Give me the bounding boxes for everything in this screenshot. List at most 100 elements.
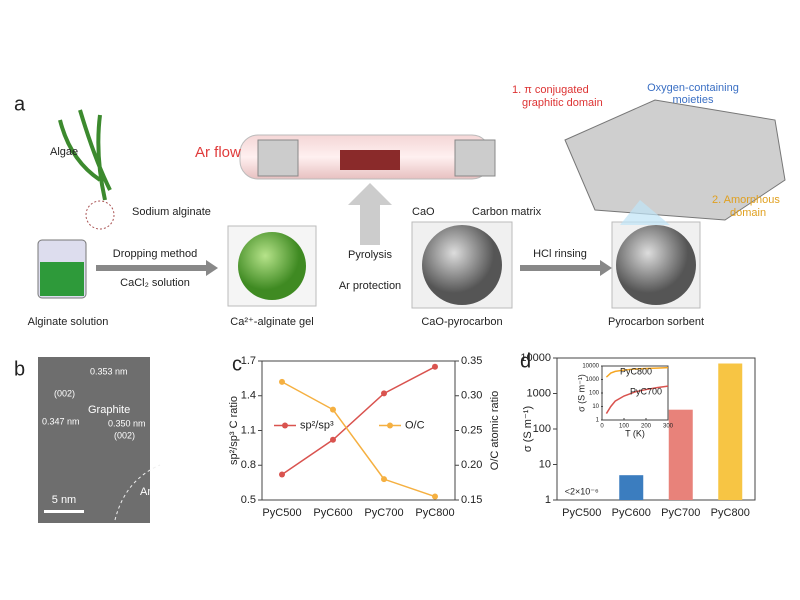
y2-axis-label: O/C atomic ratio xyxy=(489,391,501,470)
label: 0.347 nm xyxy=(42,416,80,426)
tube-cap xyxy=(454,139,496,177)
y-tick-label: 1.1 xyxy=(241,424,256,436)
label: CaO xyxy=(412,206,435,218)
label: 5 nm xyxy=(52,494,76,506)
y-tick-label: 0.25 xyxy=(461,424,482,436)
x-tick-label: PyC600 xyxy=(612,507,651,519)
x-axis-label: T (K) xyxy=(625,428,645,438)
y-tick-label: 0.5 xyxy=(241,494,256,506)
x-tick-label: PyC700 xyxy=(364,507,403,519)
label: 2. Amorphous xyxy=(712,194,780,206)
label: graphitic domain xyxy=(522,97,603,109)
gel-bead xyxy=(238,232,306,300)
x-tick-label: PyC700 xyxy=(661,507,700,519)
y-tick-label: 10000 xyxy=(520,352,551,364)
label: CaCl₂ solution xyxy=(120,277,190,289)
graphene-sheet xyxy=(564,99,786,221)
x-tick-label: PyC800 xyxy=(711,507,750,519)
series-line xyxy=(281,381,436,498)
panel-label: c xyxy=(232,353,242,375)
sorbent-sphere xyxy=(616,225,696,305)
label: Graphite xyxy=(88,404,130,416)
point xyxy=(381,390,387,397)
legend-label: sp²/sp³ xyxy=(300,419,334,431)
algae-icon xyxy=(58,109,112,201)
label: Alginate solution xyxy=(28,316,109,328)
label: Ca²⁺-alginate gel xyxy=(230,316,313,328)
y-tick-label: 0.30 xyxy=(461,390,482,402)
panel-label: d xyxy=(520,350,531,372)
y-tick-label: 1000 xyxy=(527,387,551,399)
legend-label: O/C xyxy=(405,419,425,431)
molecule-icon xyxy=(85,200,115,230)
panel-a: a Algae Sodium alginate Alginate solutio… xyxy=(14,82,786,328)
boat xyxy=(340,150,400,170)
bar xyxy=(619,475,644,500)
x-tick-label: PyC500 xyxy=(562,507,601,519)
y-tick-label: 10000 xyxy=(582,364,599,370)
bar xyxy=(668,409,693,500)
y-tick-label: 100 xyxy=(589,391,600,397)
label: Dropping method xyxy=(113,248,197,260)
y-axis-label: σ (S m⁻¹) xyxy=(522,406,534,452)
bar xyxy=(718,363,743,500)
point xyxy=(330,406,336,413)
y-tick-label: 0.8 xyxy=(241,459,256,471)
label: Amorphous xyxy=(140,486,197,498)
y-tick-label: 1.7 xyxy=(241,355,256,367)
label: Sodium alginate xyxy=(132,206,211,218)
y-axis-label: σ (S m⁻¹) xyxy=(576,374,586,412)
series-label: PyC700 xyxy=(630,386,662,396)
pyrocarbon-sphere xyxy=(422,225,502,305)
y-tick-label: 0.15 xyxy=(461,494,482,506)
label: Algae xyxy=(50,146,78,158)
arrowhead xyxy=(600,260,612,276)
x-tick-label: PyC800 xyxy=(415,507,454,519)
zoom-beam xyxy=(620,200,670,225)
y-tick-label: 1 xyxy=(596,418,600,424)
series-label: PyC800 xyxy=(620,366,652,376)
x-tick-label: 200 xyxy=(641,424,652,430)
y-tick-label: 1.4 xyxy=(241,390,256,402)
solution xyxy=(40,262,84,296)
plot-frame xyxy=(261,360,456,501)
point xyxy=(432,493,438,500)
y-tick-label: 0.35 xyxy=(461,355,482,367)
panel-label: a xyxy=(14,93,26,115)
label: 0.350 nm xyxy=(108,418,146,428)
scale-bar xyxy=(44,510,84,513)
label: CaO-pyrocarbon xyxy=(421,316,502,328)
label: Pyrolysis xyxy=(348,249,393,261)
series-line xyxy=(605,366,669,378)
arrowhead xyxy=(206,260,218,276)
y-tick-label: 0.20 xyxy=(461,459,482,471)
series-line xyxy=(281,366,436,476)
x-tick-label: 100 xyxy=(619,424,630,430)
tem-image xyxy=(38,357,150,523)
y-tick-label: 1 xyxy=(545,494,551,506)
x-tick-label: 300 xyxy=(663,424,674,430)
y-tick-label: 10 xyxy=(539,458,551,470)
x-tick-label: PyC500 xyxy=(262,507,301,519)
label: domain xyxy=(730,207,766,219)
label: Pyrocarbon sorbent xyxy=(608,316,704,328)
tube-cap xyxy=(257,139,299,177)
panel-label: b xyxy=(14,358,25,380)
value-label: <2×10⁻⁶ xyxy=(565,486,599,496)
x-tick-label: PyC600 xyxy=(313,507,352,519)
label: Ar flow xyxy=(195,144,241,161)
y-tick-label: 1000 xyxy=(586,377,600,383)
y-tick-label: 100 xyxy=(533,423,551,435)
x-tick-label: 0 xyxy=(600,424,604,430)
label: 1. π conjugated xyxy=(512,84,589,96)
point xyxy=(330,436,336,443)
point xyxy=(279,471,285,478)
point xyxy=(381,476,387,483)
label: HCl rinsing xyxy=(533,248,587,260)
label: moieties xyxy=(673,94,714,106)
label: (002) xyxy=(54,388,75,398)
point xyxy=(279,378,285,385)
boundary xyxy=(114,464,161,521)
legend-swatch xyxy=(387,422,393,429)
